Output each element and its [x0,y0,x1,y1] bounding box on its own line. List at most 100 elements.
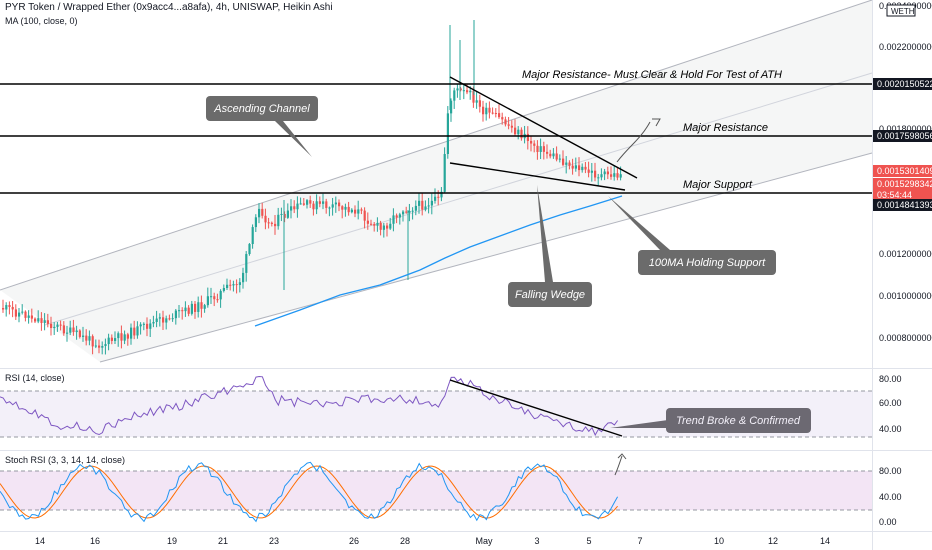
candle-body [104,344,107,347]
candle-body [386,225,389,229]
candle-body [184,307,187,312]
annotation-major-support: Major Support [683,179,753,191]
candle-body [491,112,494,114]
time-tick-label: 16 [90,536,100,546]
candle-body [72,327,75,333]
candle-body [533,143,536,146]
candle-body [619,174,622,178]
candle-body [587,169,590,173]
candle-body [30,315,33,319]
candle-body [85,335,88,341]
candle-body [78,330,81,337]
candle-body [312,203,315,210]
candle-body [360,209,363,211]
candle-body [98,345,101,348]
stoch-arrowhead [617,453,627,460]
candle-body [318,201,321,204]
candle-body [402,211,405,215]
candle-body [411,210,414,212]
rsi-tick-label: 60.00 [879,398,902,408]
price-tick-label: 0.0018000000 [879,124,932,134]
breakout-path [616,121,651,163]
candle-body [578,165,581,171]
price-label-box [873,165,932,177]
candle-body [472,90,475,103]
stoch-tick-label: 80.00 [879,466,902,476]
time-tick-label: 14 [35,536,45,546]
candle-body [520,129,523,139]
time-tick-label: 3 [534,536,539,546]
candle-body [427,205,430,207]
callout-wedge-label: Falling Wedge [515,289,585,301]
annotation-major-resistance: Major Resistance [683,122,768,134]
candle-body [66,332,69,334]
price-label-text: 0.0015298342 [877,179,932,189]
time-tick-label: 23 [269,536,279,546]
candle-body [190,303,193,314]
price-tick-label: 0.0022000000 [879,42,932,52]
quote-badge-box [886,4,916,17]
candle-body [43,320,46,323]
candle-body [270,222,273,224]
candle-body [600,174,603,178]
candle-body [94,345,97,347]
candle-body [162,317,165,323]
candle-body [62,325,65,334]
candle-body [405,211,408,213]
candle-body [306,200,309,205]
price-label-box [873,199,932,211]
candle-body [238,282,241,285]
candle-body [357,209,360,214]
candle-body [568,162,571,166]
candle-body [462,90,465,92]
rsi-legend: RSI (14, close) [5,373,65,383]
candle-body [130,327,133,339]
price-tick-label: 0.0008000000 [879,333,932,343]
candle-body [331,204,334,208]
candle-body [485,107,488,115]
candle-body [613,173,616,177]
candle-body [555,153,558,160]
candle-body [478,100,481,107]
stoch-legend: Stoch RSI (3, 3, 14, 14, close) [5,455,126,465]
candle-body [27,315,30,318]
candle-body [216,299,219,301]
candle-body [421,200,424,210]
candle-body [366,220,369,224]
candle-body [363,210,366,221]
ascending-channel-fill [0,0,872,362]
candle-body [376,222,379,226]
candle-body [277,214,280,227]
time-tick-label: 14 [820,536,830,546]
candle-body [226,284,229,288]
rsi-tick-label: 80.00 [879,374,902,384]
wedge-upper-line [449,76,638,179]
chart-title: PYR Token / Wrapped Ether (0x9acc4...a8a… [5,2,333,13]
candle-body [101,346,104,348]
candle-body [536,145,539,152]
candle-body [437,196,440,198]
candle-body [296,203,299,210]
candle-body [398,214,401,218]
candle-body [18,312,21,317]
candle-body [606,171,609,175]
candle-body [56,324,59,327]
candle-body [126,334,129,339]
candle-body [574,165,577,169]
candle-body [280,213,283,215]
callout-ma-label: 100MA Holding Support [649,257,766,269]
candle-body [514,127,517,135]
candle-body [418,200,421,206]
candle-body [88,336,91,341]
candle-body [354,209,357,214]
candle-body [5,305,8,310]
candle-body [110,337,113,341]
candle-body [274,223,277,227]
candles [2,20,622,355]
candle-body [152,321,155,324]
candle-body [37,318,40,322]
candle-body [603,171,606,175]
candle-body [200,302,203,309]
candle-body [466,90,469,93]
